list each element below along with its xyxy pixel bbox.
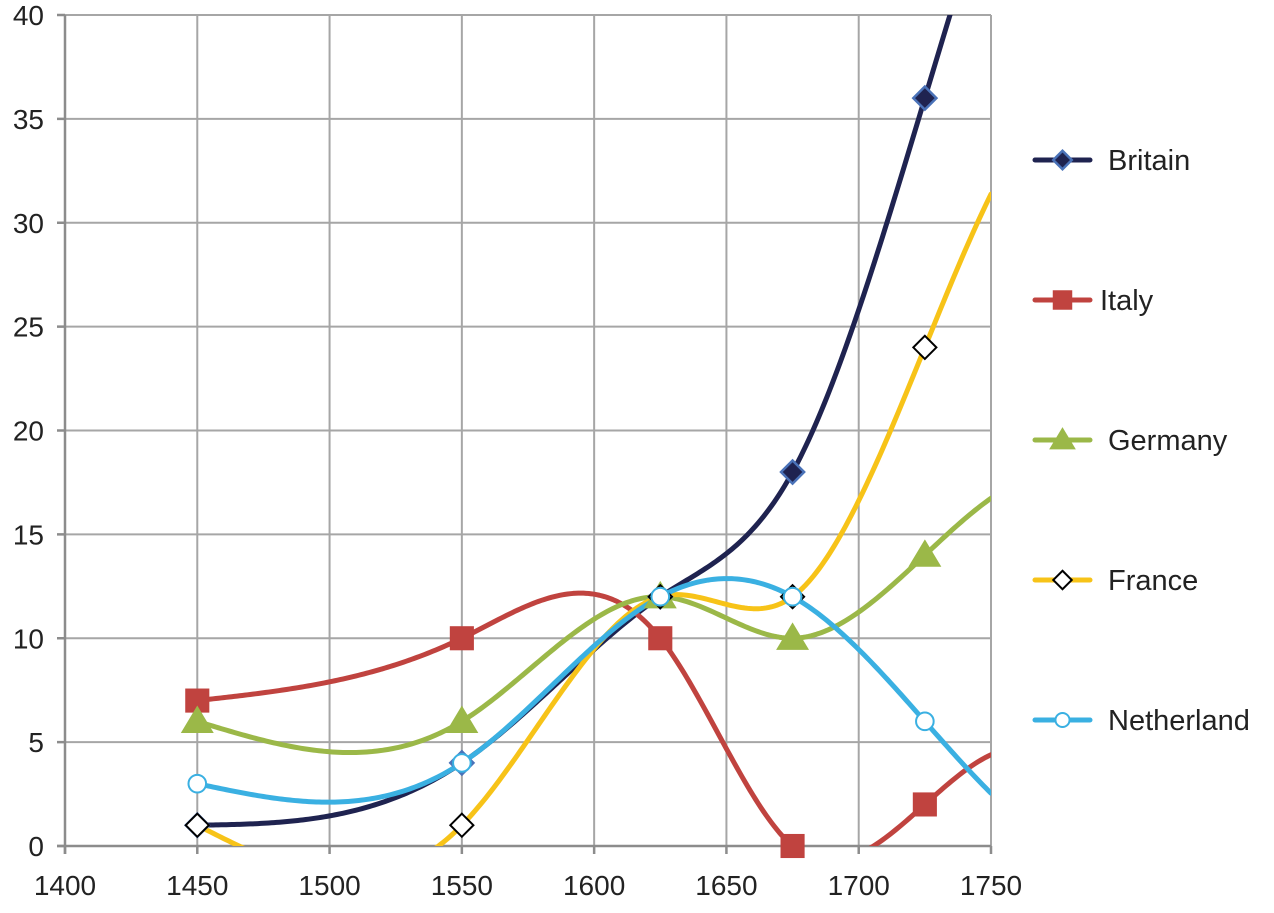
legend-label-france: France (1108, 565, 1198, 597)
x-tick-label-1500: 1500 (298, 870, 360, 901)
x-tick-label-1550: 1550 (431, 870, 493, 901)
data-point-italy-1550 (449, 626, 474, 651)
legend-marker-france (1051, 569, 1074, 591)
x-tick-label-1750: 1750 (960, 870, 1022, 901)
legend-marker-italy (1052, 290, 1073, 310)
data-point-netherland-1675 (782, 586, 803, 607)
data-point-italy-1625 (648, 626, 673, 651)
y-tick-label-40: 40 (13, 0, 44, 31)
series-line-netherland (194, 576, 991, 805)
legend-marker-germany (1049, 427, 1076, 450)
y-tick-label-35: 35 (13, 104, 44, 135)
y-tick-label-10: 10 (13, 623, 44, 654)
legend-item-germany: Germany (1032, 425, 1228, 457)
data-point-netherland-1625 (650, 586, 671, 607)
data-point-britain-1725 (911, 84, 939, 112)
data-point-germany-1725 (908, 539, 942, 567)
x-tick-label-1400: 1400 (34, 870, 96, 901)
data-point-netherland-1450 (187, 773, 208, 794)
legend-label-britain: Britain (1108, 145, 1190, 177)
legend-label-netherland: Netherland (1108, 705, 1250, 737)
data-point-france-1725 (911, 334, 938, 361)
legend-item-france: France (1032, 565, 1198, 597)
tick-labels: 0 5 10 15 20 25 30 35 40 1400 1450 1500 1550 1600 1650… (13, 0, 1022, 901)
data-point-germany-1675 (776, 622, 810, 650)
data-point-italy-1675 (780, 833, 805, 859)
x-tick-label-1650: 1650 (695, 870, 757, 901)
series-line-germany (194, 495, 991, 756)
legend: Britain Italy Germany France Netherland (1032, 145, 1250, 737)
y-tick-label-20: 20 (13, 416, 44, 447)
series-lines (194, 15, 991, 846)
x-tick-label-1600: 1600 (563, 870, 625, 901)
series-markers (180, 84, 942, 859)
gridlines (65, 14, 992, 846)
legend-marker-britain (1051, 148, 1074, 172)
x-tick-label-1450: 1450 (166, 870, 228, 901)
y-tick-label-5: 5 (28, 727, 44, 758)
x-tick-label-1700: 1700 (828, 870, 890, 901)
data-point-germany-1450 (180, 705, 214, 733)
legend-item-italy: Italy (1032, 285, 1154, 317)
data-point-france-1450 (184, 812, 211, 839)
legend-marker-netherland (1054, 711, 1071, 729)
series-line-italy (194, 590, 991, 846)
data-point-germany-1550 (445, 705, 479, 733)
data-point-britain-1675 (779, 458, 806, 486)
data-point-netherland-1725 (915, 711, 935, 732)
data-point-italy-1725 (912, 792, 937, 817)
data-point-netherland-1550 (452, 753, 472, 773)
legend-item-britain: Britain (1032, 145, 1190, 177)
legend-label-germany: Germany (1108, 425, 1228, 457)
y-tick-label-25: 25 (13, 312, 44, 343)
y-tick-label-0: 0 (28, 831, 44, 862)
y-tick-label-30: 30 (13, 208, 44, 239)
legend-label-italy: Italy (1100, 285, 1154, 317)
y-tick-label-15: 15 (13, 519, 44, 550)
axes (57, 13, 993, 854)
legend-item-netherland: Netherland (1032, 705, 1250, 737)
data-point-france-1550 (448, 812, 475, 839)
